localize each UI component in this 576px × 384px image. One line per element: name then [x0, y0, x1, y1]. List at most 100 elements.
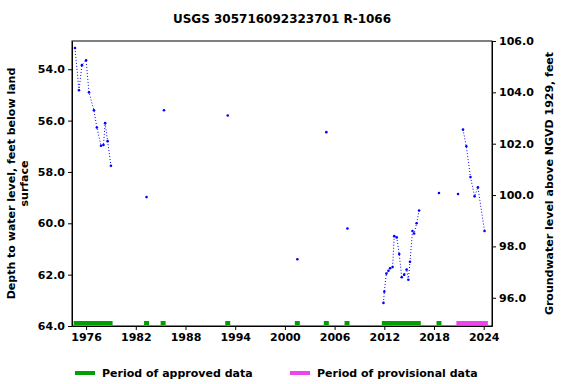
y-axis-tick: 58.0: [38, 166, 72, 179]
data-point: [415, 222, 418, 225]
x-axis-tick: 2000: [270, 326, 301, 344]
data-point: [100, 144, 103, 147]
y-axis-tick-mark: [68, 121, 72, 122]
data-point: [411, 230, 414, 233]
y-axis-tick: 60.0: [38, 217, 72, 230]
data-point: [400, 276, 403, 279]
data-point: [346, 227, 349, 230]
series-line: [75, 48, 485, 303]
legend-label: Period of provisional data: [317, 367, 478, 380]
data-point: [469, 176, 472, 179]
y2-axis-title: Groundwater level above NGVD 1929, feet: [543, 52, 556, 315]
x-axis-tick-mark: [86, 326, 87, 330]
data-point: [74, 47, 77, 50]
y-axis-tick-mark: [68, 275, 72, 276]
x-axis-tick-mark: [235, 326, 236, 330]
data-point: [407, 278, 410, 281]
y2-axis-tick-label: 102.0: [499, 138, 534, 151]
data-point: [405, 268, 408, 271]
data-point: [325, 131, 328, 134]
x-axis-tick-mark: [136, 326, 137, 330]
x-axis-tick: 1988: [171, 326, 202, 344]
y2-axis: 96.0 98.0 100.0 102.0 104.0 106.0: [492, 35, 534, 326]
y2-axis-tick-mark: [492, 144, 496, 145]
y2-axis-tick-label: 100.0: [499, 189, 534, 202]
y-axis-tick: 56.0: [38, 115, 72, 128]
y-axis-tick: 62.0: [38, 269, 72, 282]
data-point: [391, 266, 394, 269]
x-axis-tick: 2012: [369, 326, 400, 344]
y2-axis-tick-label: 106.0: [499, 35, 534, 48]
data-point: [477, 186, 480, 189]
x-axis-line: [73, 326, 493, 327]
data-point: [473, 195, 476, 198]
y2-axis-tick-mark: [492, 298, 496, 299]
x-axis-tick-label: 2012: [369, 331, 400, 344]
period-bar: [345, 321, 350, 325]
x-axis-tick: 2018: [419, 326, 450, 344]
data-point: [413, 232, 416, 235]
x-axis-tick-mark: [384, 326, 385, 330]
y2-axis-tick-label: 96.0: [499, 292, 526, 305]
y2-axis-tick-mark: [492, 246, 496, 247]
y2-axis-line: [492, 42, 493, 327]
x-axis-tick: 1976: [71, 326, 102, 344]
data-point: [78, 89, 81, 92]
y-axis-tick-label: 56.0: [38, 115, 65, 128]
x-axis-tick-mark: [335, 326, 336, 330]
data-point: [81, 64, 84, 67]
y2-axis-tick-mark: [492, 92, 496, 93]
y-axis-tick-mark: [68, 223, 72, 224]
x-axis-tick-label: 1988: [171, 331, 202, 344]
x-axis-tick-mark: [185, 326, 186, 330]
data-point: [465, 145, 468, 148]
data-point: [102, 144, 105, 147]
y-axis-tick: 54.0: [38, 63, 72, 76]
data-point: [462, 128, 465, 131]
period-bar: [324, 321, 329, 325]
data-point: [395, 236, 398, 239]
data-point: [93, 109, 96, 112]
y-axis: 54.0 56.0 58.0 60.0 62.0 64.0: [38, 42, 73, 334]
x-axis: 197619821988199420002006201220182024: [71, 326, 500, 344]
period-bar: [382, 321, 421, 325]
y-axis-tick-label: 64.0: [38, 320, 65, 333]
x-axis-tick: 2006: [320, 326, 351, 344]
y2-axis-tick-mark: [492, 195, 496, 196]
period-bar: [161, 321, 166, 325]
y-axis-tick: 64.0: [38, 320, 72, 333]
y-axis-tick-label: 54.0: [38, 63, 65, 76]
y-axis-title-line: surface: [18, 161, 31, 207]
data-point: [226, 114, 229, 117]
period-bar: [225, 321, 230, 325]
legend-label: Period of approved data: [102, 367, 253, 380]
data-point: [96, 126, 99, 129]
data-point: [403, 273, 406, 276]
y2-axis-tick: 102.0: [492, 138, 534, 151]
x-axis-tick-label: 2000: [270, 331, 301, 344]
period-bar: [74, 321, 113, 325]
x-axis-tick-label: 1994: [220, 331, 251, 344]
y2-axis-tick-mark: [492, 41, 496, 42]
chart: 19761982198819942000200620122018202454.0…: [0, 0, 576, 384]
period-bar: [436, 321, 441, 325]
y2-axis-tick: 98.0: [492, 240, 526, 253]
data-point: [104, 122, 107, 125]
y2-axis-tick-label: 104.0: [499, 86, 534, 99]
x-axis-tick-label: 2006: [320, 331, 351, 344]
y2-axis-tick: 106.0: [492, 35, 534, 48]
data-point: [457, 193, 460, 196]
plot-frame: [72, 41, 492, 326]
data-point: [296, 258, 299, 261]
y-axis-line: [72, 42, 73, 327]
title: USGS 305716092323701 R-1066: [173, 12, 391, 26]
y-axis-tick-label: 62.0: [38, 269, 65, 282]
y2-axis-tick-label: 98.0: [499, 240, 526, 253]
data-point: [106, 140, 109, 143]
data-point: [438, 192, 441, 195]
legend-item: Period of approved data: [75, 367, 253, 380]
y-axis-tick-mark: [68, 326, 72, 327]
x-axis-tick: 1982: [121, 326, 152, 344]
y-axis-tick-mark: [68, 172, 72, 173]
y2-axis-tick: 100.0: [492, 189, 534, 202]
